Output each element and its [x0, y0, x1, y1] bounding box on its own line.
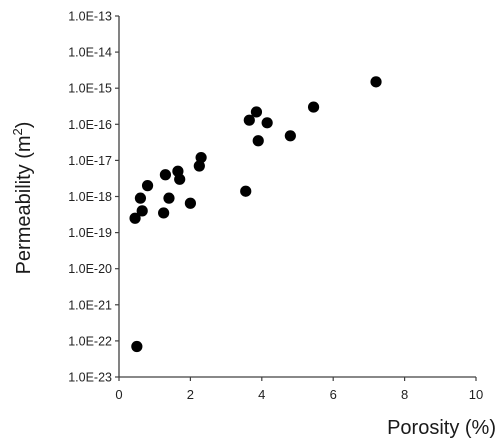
data-point: [136, 205, 148, 217]
y-tick-label: 1.0E-14: [68, 46, 112, 60]
y-tick-label: 1.0E-18: [68, 190, 112, 204]
data-point: [307, 101, 320, 113]
x-tick-label: 0: [115, 387, 122, 402]
data-point: [195, 151, 207, 164]
data-point: [158, 207, 170, 219]
data-point: [370, 76, 382, 88]
x-tick-label: 10: [469, 387, 483, 402]
x-tick-label: 8: [401, 387, 408, 402]
x-axis-ticks: 0 2 4 6 8 10: [115, 377, 483, 402]
x-tick-label: 6: [330, 387, 337, 402]
y-axis-title: Permeability (m2): [10, 122, 35, 275]
data-point: [250, 106, 263, 118]
y-tick-label: 1.0E-15: [68, 82, 112, 96]
data-point: [252, 135, 264, 147]
data-point: [243, 114, 255, 126]
data-point: [163, 192, 175, 204]
data-point: [131, 340, 143, 353]
data-point: [240, 185, 252, 197]
y-axis-ticks: 1.0E-23 1.0E-22 1.0E-21 1.0E-20 1.0E-19 1.0E-…: [68, 10, 119, 385]
y-axis-title-main: Permeability (m: [13, 135, 35, 274]
data-point: [261, 117, 273, 129]
y-tick-label: 1.0E-19: [68, 226, 112, 240]
data-point: [159, 169, 172, 181]
y-axis-title-end: ): [13, 122, 35, 129]
y-axis-title-superscript: 2: [10, 128, 25, 135]
data-points: [129, 76, 382, 353]
data-point: [174, 173, 186, 185]
y-tick-label: 1.0E-22: [68, 334, 112, 348]
x-tick-label: 2: [187, 387, 194, 402]
y-tick-label: 1.0E-17: [68, 154, 112, 168]
data-point: [129, 212, 141, 224]
data-point: [193, 160, 205, 172]
y-tick-label: 1.0E-13: [68, 10, 112, 24]
data-point: [284, 130, 296, 142]
data-point: [141, 180, 154, 192]
x-tick-label: 4: [258, 387, 265, 402]
x-axis-title: Porosity (%): [387, 417, 496, 439]
data-point: [134, 192, 147, 204]
data-point: [184, 197, 196, 209]
y-tick-label: 1.0E-23: [68, 371, 112, 385]
y-tick-label: 1.0E-20: [68, 262, 112, 276]
y-tick-label: 1.0E-16: [68, 118, 112, 132]
y-tick-label: 1.0E-21: [68, 298, 112, 312]
